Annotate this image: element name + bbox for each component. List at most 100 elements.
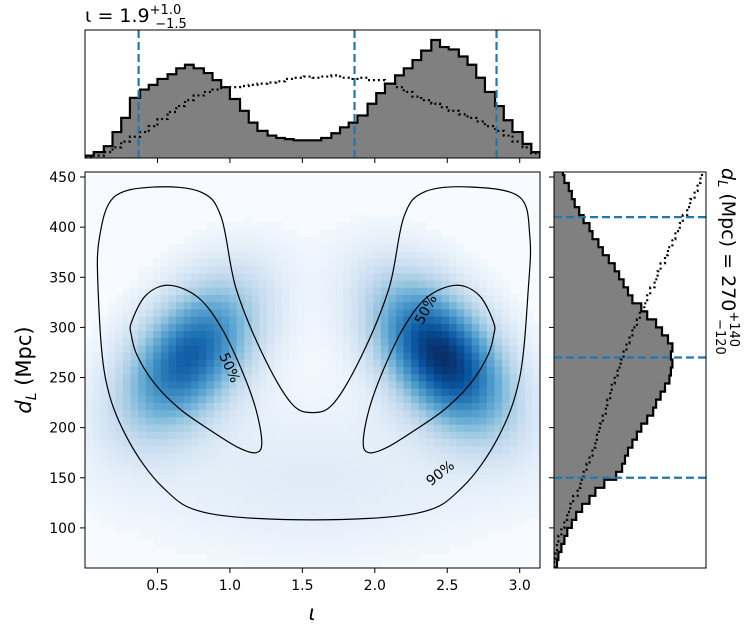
heatmap-cell: [297, 287, 306, 295]
heatmap-cell: [274, 373, 283, 382]
heatmap-cell: [342, 308, 352, 317]
heatmap-cell: [312, 424, 321, 432]
heatmap-cell: [153, 510, 162, 519]
heatmap-cell: [259, 258, 268, 267]
heatmap-cell: [335, 402, 344, 411]
heatmap-cell: [411, 496, 420, 504]
heatmap-cell: [92, 424, 101, 432]
heatmap-cell: [259, 503, 268, 511]
heatmap-cell: [380, 244, 389, 252]
heatmap-cell: [138, 388, 147, 396]
heatmap-cell: [456, 359, 465, 367]
heatmap-cell: [335, 416, 344, 425]
heatmap-cell: [107, 452, 116, 461]
heatmap-cell: [236, 323, 245, 331]
heatmap-cell: [229, 294, 238, 303]
heatmap-cell: [358, 510, 367, 519]
heatmap-cell: [213, 402, 223, 411]
distance-title-upper: +140: [726, 311, 741, 347]
heatmap-cell: [464, 395, 473, 403]
heatmap-cell: [213, 474, 223, 483]
heatmap-cell: [251, 366, 261, 375]
heatmap-cell: [449, 366, 458, 375]
heatmap-cell: [221, 409, 230, 418]
heatmap-cell: [251, 532, 261, 540]
heatmap-cell: [191, 438, 200, 447]
heatmap-cell: [244, 445, 253, 454]
heatmap-cell: [479, 488, 488, 497]
heatmap-cell: [486, 330, 496, 339]
heatmap-cell: [456, 452, 465, 461]
heatmap-cell: [312, 316, 321, 324]
heatmap-cell: [312, 251, 321, 259]
heatmap-cell: [282, 560, 291, 568]
heatmap-cell: [426, 258, 435, 267]
heatmap-cell: [198, 287, 207, 295]
heatmap-cell: [403, 445, 412, 454]
heatmap-cell: [153, 352, 162, 360]
heatmap-cell: [191, 409, 200, 418]
heatmap-cell: [229, 380, 238, 389]
heatmap-cell: [373, 524, 382, 533]
heatmap-cell: [449, 380, 458, 389]
heatmap-cell: [494, 416, 503, 425]
heatmap-cell: [259, 431, 268, 439]
heatmap-cell: [433, 467, 443, 475]
heatmap-cell: [244, 409, 253, 418]
heatmap-cell: [236, 438, 245, 447]
heatmap-cell: [297, 316, 306, 324]
heatmap-cell: [122, 294, 132, 303]
heatmap-cell: [358, 294, 367, 303]
heatmap-cell: [486, 467, 496, 475]
heatmap-cell: [426, 503, 435, 511]
heatmap-cell: [153, 380, 162, 389]
distance-hist-fill: [554, 172, 673, 568]
heatmap-cell: [426, 280, 435, 288]
heatmap-cell: [145, 438, 154, 447]
heatmap-cell: [373, 236, 382, 245]
heatmap-cell: [464, 344, 473, 353]
heatmap-cell: [206, 503, 215, 511]
heatmap-cell: [509, 373, 518, 382]
heatmap-cell: [486, 380, 496, 389]
heatmap-cell: [418, 301, 427, 310]
heatmap-cell: [449, 359, 458, 367]
heatmap-cell: [244, 402, 253, 411]
heatmap-cell: [365, 244, 374, 252]
heatmap-cell: [342, 488, 352, 497]
heatmap-cell: [395, 244, 405, 252]
heatmap-cell: [138, 287, 147, 295]
heatmap-cell: [145, 395, 154, 403]
heatmap-cell: [274, 438, 283, 447]
heatmap-cell: [395, 373, 405, 382]
heatmap-cell: [380, 308, 389, 317]
heatmap-cell: [168, 294, 177, 303]
heatmap-cell: [320, 244, 329, 252]
heatmap-cell: [365, 323, 374, 331]
heatmap-cell: [115, 380, 124, 389]
heatmap-cell: [335, 496, 344, 504]
heatmap-cell: [160, 251, 170, 259]
heatmap-cell: [130, 359, 139, 367]
heatmap-cell: [502, 380, 511, 389]
heatmap-cell: [85, 380, 94, 389]
heatmap-cell: [229, 488, 238, 497]
heatmap-cell: [411, 258, 420, 267]
heatmap-cell: [85, 373, 94, 382]
heatmap-cell: [107, 517, 116, 526]
heatmap-cell: [282, 474, 291, 483]
heatmap-cell: [524, 344, 534, 353]
heatmap-cell: [418, 236, 427, 245]
heatmap-cell: [85, 337, 94, 346]
heatmap-cell: [411, 424, 420, 432]
heatmap-cell: [183, 524, 192, 533]
heatmap-cell: [297, 560, 306, 568]
heatmap-cell: [502, 359, 511, 367]
heatmap-cell: [327, 251, 336, 259]
heatmap-cell: [206, 416, 215, 425]
heatmap-cell: [456, 330, 465, 339]
heatmap-cell: [244, 474, 253, 483]
heatmap-cell: [221, 452, 230, 461]
heatmap-cell: [479, 373, 488, 382]
heatmap-cell: [320, 316, 329, 324]
